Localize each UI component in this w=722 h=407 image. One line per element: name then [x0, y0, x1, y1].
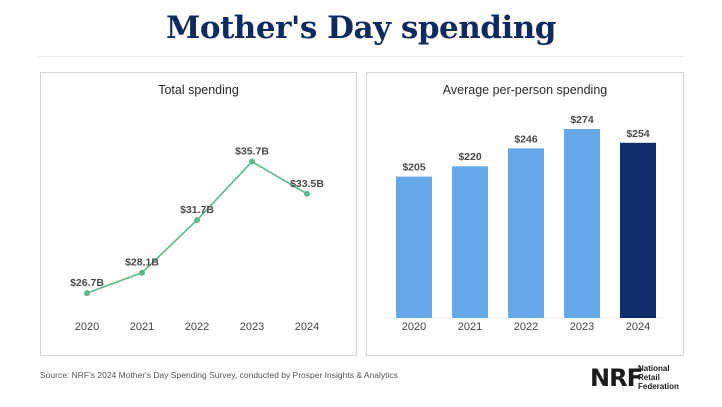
data-label: $33.5B — [290, 178, 324, 190]
data-label: $26.7B — [70, 277, 104, 289]
data-point — [249, 158, 255, 165]
data-label: $28.1B — [125, 257, 159, 269]
total-spending-panel: Total spending $26.7B 2020 $28.1B 2021 $31.7… — [40, 72, 357, 356]
data-point — [304, 190, 310, 197]
x-tick-label: 2024 — [626, 321, 650, 333]
bar — [396, 176, 432, 318]
x-tick-label: 2023 — [570, 321, 594, 333]
data-label: $35.7B — [235, 146, 269, 158]
data-label: $205 — [402, 162, 426, 174]
total-spending-line-chart: $26.7B 2020 $28.1B 2021 $31.7B 2022 $35.7B 2023… — [70, 146, 324, 333]
data-label: $274 — [570, 114, 594, 126]
logo-text-line: Federation — [638, 382, 679, 391]
x-tick-label: 2020 — [402, 321, 426, 333]
bar — [620, 142, 656, 318]
x-tick-label: 2020 — [75, 321, 99, 333]
logo-text-line: National — [638, 364, 670, 373]
logo-mark: NRF — [590, 364, 643, 392]
data-point — [139, 269, 145, 276]
per-person-title: Average per-person spending — [442, 83, 608, 97]
data-label: $31.7B — [180, 204, 214, 216]
logo-text-line: Retail — [638, 373, 660, 382]
per-person-bar-chart: $205 2020 $220 2021 $246 2022 $274 2023 $254 2024 — [385, 114, 665, 333]
data-label: $246 — [514, 133, 538, 145]
data-point — [194, 217, 200, 224]
logo-text: National Retail Federation — [638, 364, 688, 391]
x-tick-label: 2023 — [240, 321, 264, 333]
total-spending-title: Total spending — [158, 83, 239, 97]
per-person-panel: Average per-person spending $205 2020 $220… — [366, 72, 684, 356]
x-tick-label: 2022 — [514, 321, 538, 333]
page-title: Mother's Day spending — [166, 10, 556, 46]
x-tick-label: 2024 — [295, 321, 319, 333]
data-label: $220 — [458, 151, 482, 163]
title-divider — [38, 56, 684, 57]
x-tick-label: 2021 — [130, 321, 154, 333]
x-tick-label: 2022 — [185, 321, 209, 333]
x-tick-label: 2021 — [458, 321, 482, 333]
bar — [564, 129, 600, 318]
source-note: Source: NRF's 2024 Mother's Day Spending… — [40, 370, 398, 380]
data-point — [84, 290, 90, 297]
nrf-logo: NRF National Retail Federation — [590, 363, 686, 393]
bar — [452, 166, 488, 318]
total-spending-line — [86, 160, 308, 294]
bar — [508, 148, 544, 318]
data-label: $254 — [626, 128, 650, 140]
